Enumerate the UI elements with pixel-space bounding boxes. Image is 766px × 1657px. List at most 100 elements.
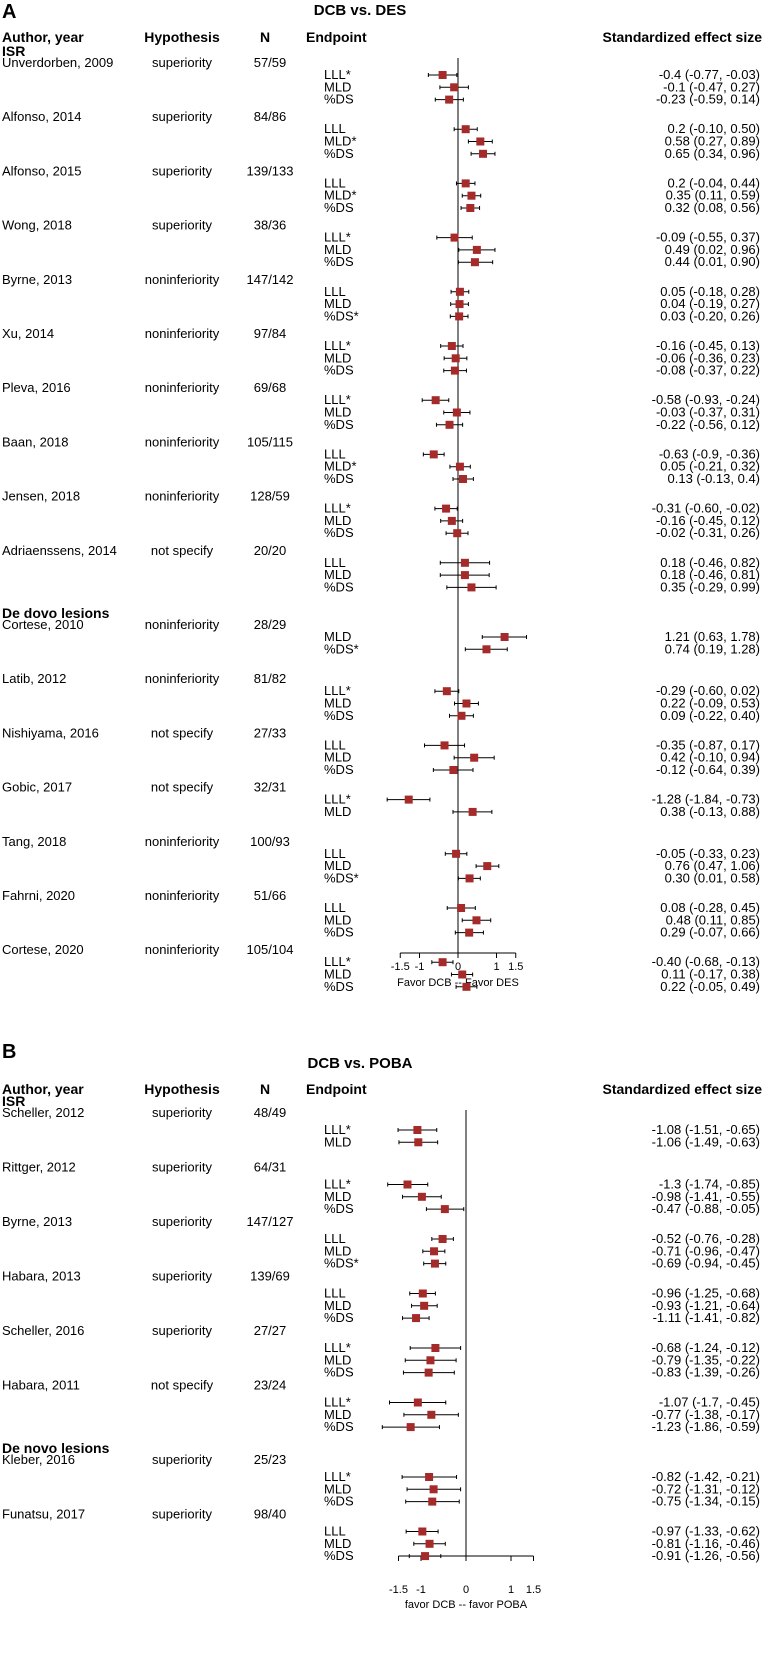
- study-hypothesis: noninferiority: [145, 942, 220, 957]
- study-hypothesis: not specify: [151, 543, 214, 558]
- study-author: Alfonso, 2014: [2, 109, 82, 124]
- study-n: 57/59: [254, 55, 287, 70]
- effect-marker: [462, 982, 471, 991]
- effect-marker: [461, 125, 470, 134]
- effect-marker: [450, 83, 459, 92]
- endpoint-label: MLD: [324, 1134, 351, 1149]
- endpoint-label: %DS: [324, 471, 354, 486]
- effect-size-value: 0.30 (0.01, 0.58): [665, 870, 760, 885]
- effect-marker: [413, 1398, 422, 1407]
- effect-size-value: 0.05 (-0.21, 0.32): [660, 459, 760, 474]
- endpoint-label: %DS: [324, 1365, 354, 1380]
- endpoint-label: %DS: [324, 417, 354, 432]
- x-tick-label: 1: [508, 1584, 514, 1596]
- endpoint-label: MLD: [324, 242, 351, 257]
- effect-marker: [455, 462, 464, 471]
- study-author: Gobic, 2017: [2, 780, 72, 795]
- endpoint-label: LLL*: [324, 792, 351, 807]
- effect-size-value: -1.3 (-1.74, -0.85): [659, 1177, 760, 1192]
- endpoint-label: %DS: [324, 92, 354, 107]
- endpoint-label: %DS: [324, 525, 354, 540]
- effect-size-value: -0.4 (-0.77, -0.03): [659, 67, 760, 82]
- panel-title: DCB vs. POBA: [307, 1055, 412, 1072]
- effect-marker: [440, 1205, 449, 1214]
- study-hypothesis: superiority: [152, 1105, 212, 1120]
- endpoint-label: MLD: [324, 1352, 351, 1367]
- study-n: 98/40: [254, 1507, 287, 1522]
- effect-size-value: -0.98 (-1.41, -0.55): [652, 1189, 760, 1204]
- effect-size-value: -1.23 (-1.86, -0.59): [652, 1419, 760, 1434]
- header-n: N: [260, 29, 270, 45]
- study-hypothesis: noninferiority: [145, 434, 220, 449]
- study-hypothesis: not specify: [151, 725, 214, 740]
- effect-size-value: 0.29 (-0.07, 0.66): [660, 925, 760, 940]
- endpoint-label: LLL: [324, 121, 346, 136]
- study-hypothesis: superiority: [152, 1507, 212, 1522]
- study-hypothesis: superiority: [152, 1323, 212, 1338]
- endpoint-label: LLL*: [324, 392, 351, 407]
- effect-size-value: 0.35 (0.11, 0.59): [666, 188, 760, 203]
- study-hypothesis: noninferiority: [145, 617, 220, 632]
- effect-marker: [460, 558, 469, 567]
- study-hypothesis: superiority: [152, 1214, 212, 1229]
- effect-marker: [424, 1368, 433, 1377]
- endpoint-label: MLD: [324, 750, 351, 765]
- header-effect-size: Standardized effect size: [603, 29, 763, 45]
- effect-marker: [462, 699, 471, 708]
- effect-marker: [461, 179, 470, 188]
- endpoint-label: LLL: [324, 446, 346, 461]
- endpoint-label: LLL*: [324, 683, 351, 698]
- effect-marker: [406, 1423, 415, 1432]
- effect-marker: [470, 258, 479, 267]
- effect-marker: [425, 1539, 434, 1548]
- effect-marker: [426, 1356, 435, 1365]
- study-hypothesis: superiority: [152, 109, 212, 124]
- effect-marker: [445, 95, 454, 104]
- effect-size-value: 0.08 (-0.28, 0.45): [660, 900, 760, 915]
- endpoint-label: LLL*: [324, 954, 351, 969]
- effect-marker: [482, 645, 491, 654]
- effect-marker: [452, 408, 461, 417]
- study-author: Kleber, 2016: [2, 1452, 75, 1467]
- study-hypothesis: superiority: [152, 1160, 212, 1175]
- effect-size-value: -0.68 (-1.24, -0.12): [652, 1340, 760, 1355]
- effect-marker: [465, 874, 474, 883]
- study-n: 105/115: [247, 434, 293, 449]
- effect-marker: [430, 1259, 439, 1268]
- study-author: Scheller, 2012: [2, 1105, 84, 1120]
- study-author: Xu, 2014: [2, 326, 54, 341]
- study-author: Rittger, 2012: [2, 1160, 76, 1175]
- study-author: Scheller, 2016: [2, 1323, 84, 1338]
- study-n: 84/86: [254, 109, 287, 124]
- study-n: 105/104: [247, 942, 294, 957]
- endpoint-label: LLL*: [324, 1395, 351, 1410]
- endpoint-label: %DS: [324, 200, 354, 215]
- effect-size-value: -0.93 (-1.21, -0.64): [652, 1298, 760, 1313]
- study-n: 27/33: [254, 725, 287, 740]
- endpoint-label: MLD: [324, 1298, 351, 1313]
- header-hypothesis: Hypothesis: [144, 29, 220, 45]
- endpoint-label: MLD: [324, 1243, 351, 1258]
- effect-marker: [452, 849, 461, 858]
- x-tick-label: 1.5: [508, 961, 523, 973]
- endpoint-label: LLL: [324, 284, 346, 299]
- study-hypothesis: superiority: [152, 163, 212, 178]
- study-n: 147/127: [247, 1214, 294, 1229]
- effect-marker: [450, 366, 459, 375]
- effect-marker: [425, 1473, 434, 1481]
- endpoint-label: LLL*: [324, 67, 351, 82]
- endpoint-label: MLD: [324, 296, 351, 311]
- effect-size-value: -0.63 (-0.9, -0.36): [659, 446, 760, 461]
- panel-label: A: [2, 1, 16, 23]
- study-author: Alfonso, 2015: [2, 163, 82, 178]
- group-label: ISR: [2, 43, 25, 59]
- effect-marker: [457, 711, 466, 720]
- effect-size-value: 0.2 (-0.10, 0.50): [668, 121, 761, 136]
- effect-size-value: 0.32 (0.08, 0.56): [665, 200, 760, 215]
- effect-marker: [447, 516, 456, 525]
- study-author: Funatsu, 2017: [2, 1507, 85, 1522]
- endpoint-label: MLD: [324, 1189, 351, 1204]
- study-author: Tang, 2018: [2, 834, 66, 849]
- effect-marker: [466, 204, 475, 212]
- effect-size-value: -0.77 (-1.38, -0.17): [652, 1407, 760, 1422]
